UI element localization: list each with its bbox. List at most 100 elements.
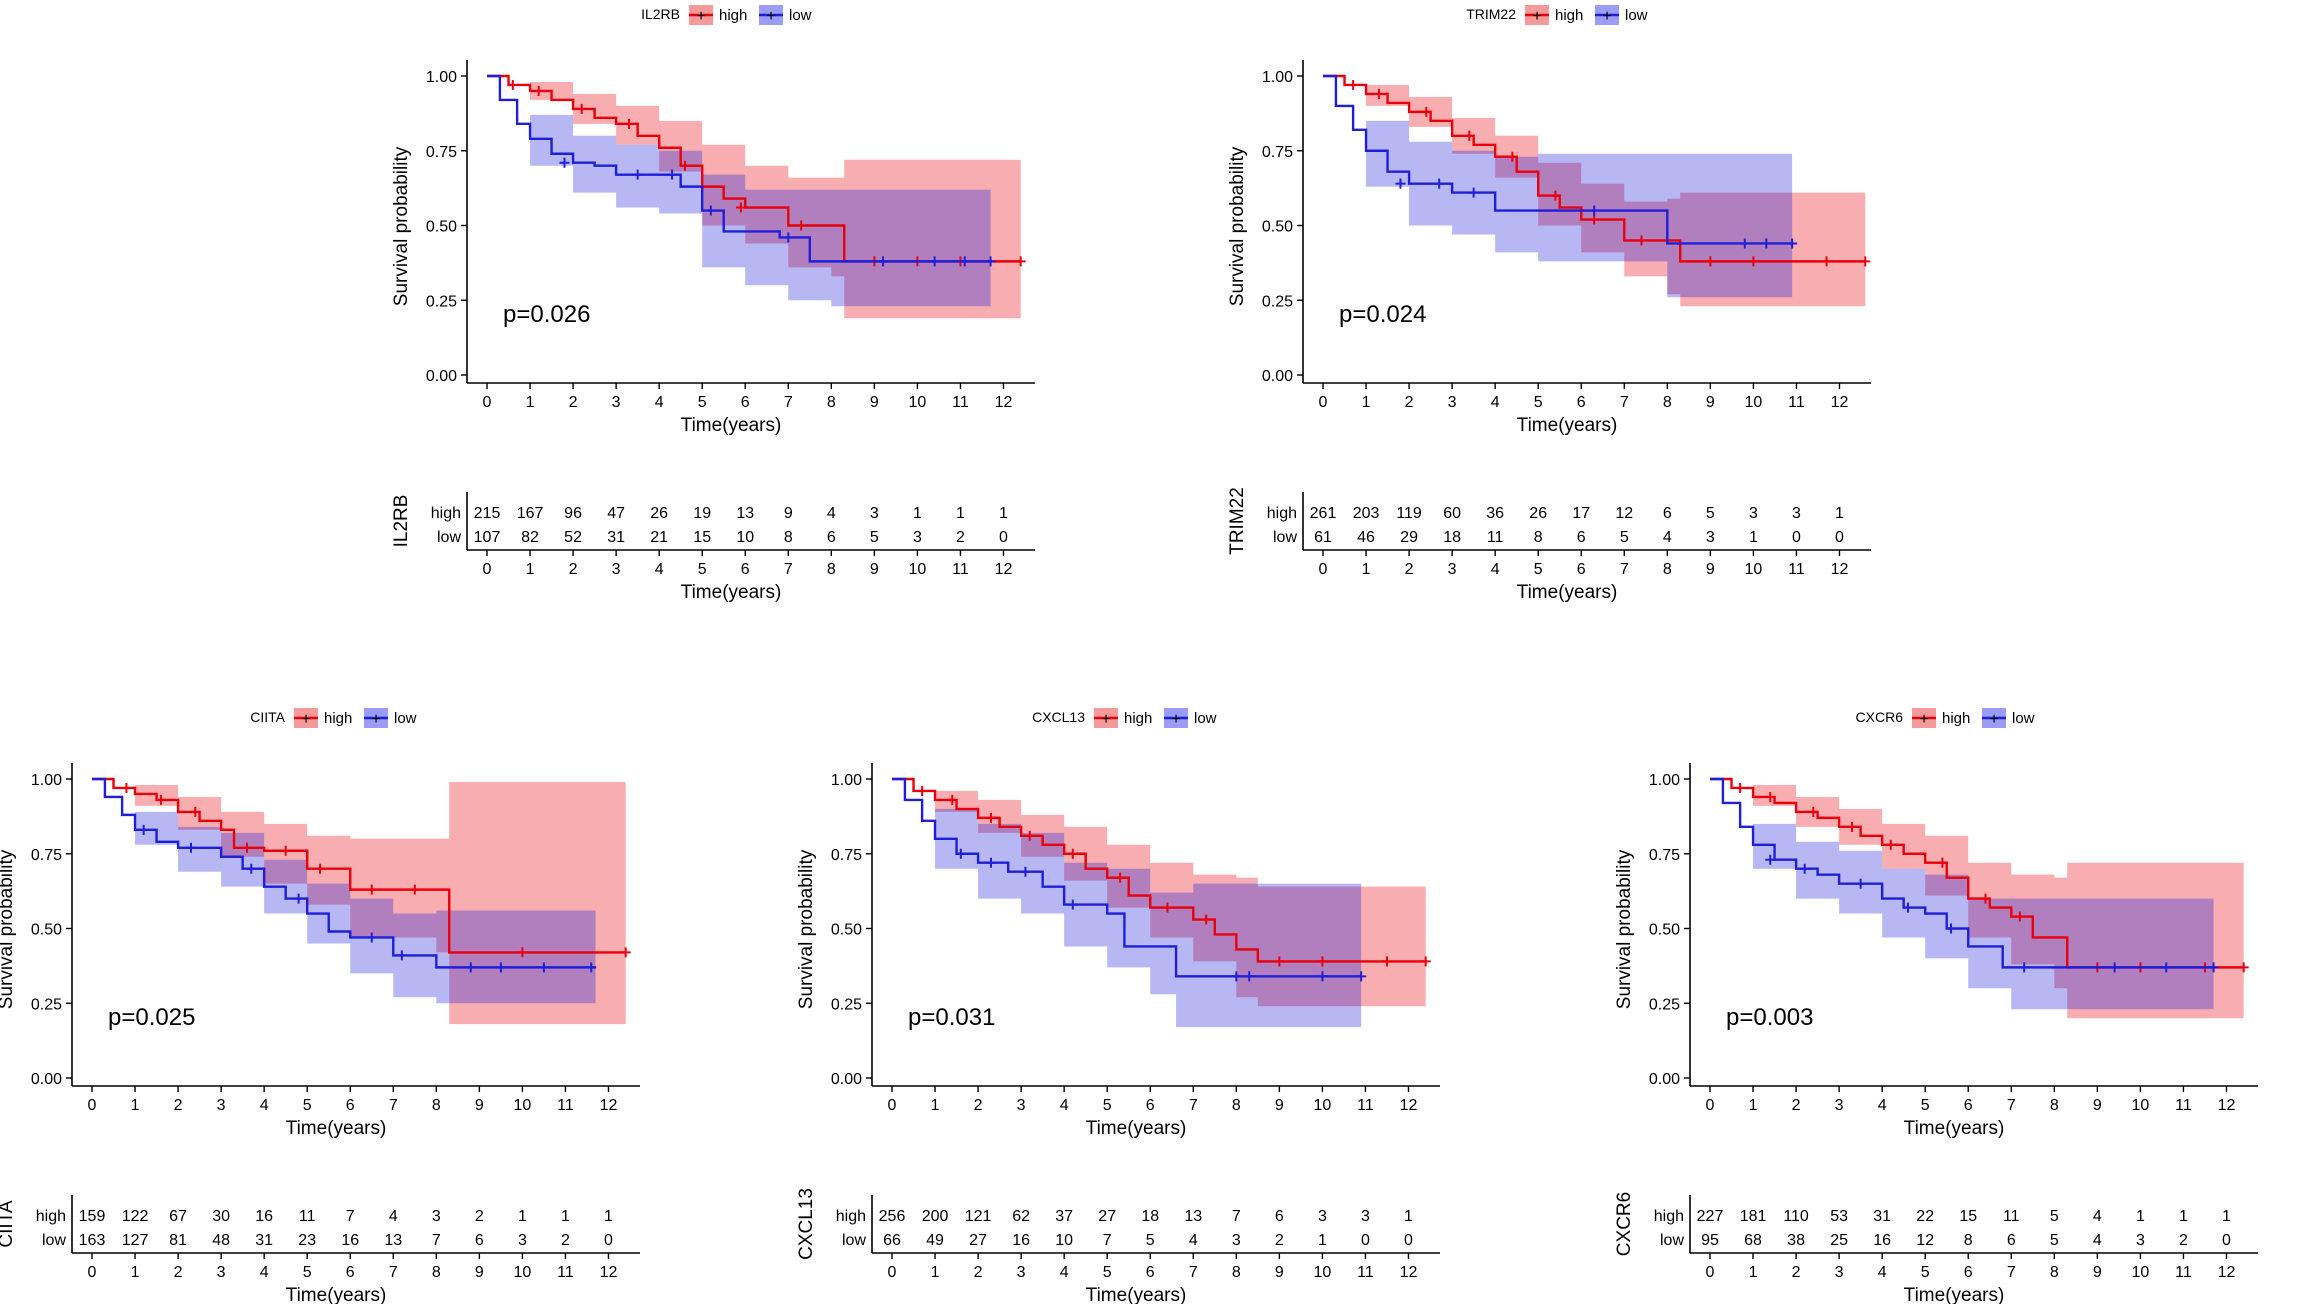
x-tick-label: 1 [526, 394, 535, 411]
censor-mark-low [1244, 971, 1255, 982]
censor-mark-low [1799, 863, 1810, 874]
risk-x-tick-label: 3 [217, 1264, 226, 1281]
risk-count-high: 11 [299, 1208, 316, 1225]
censor-mark-high [2014, 911, 2025, 922]
censor-mark-high [1507, 151, 1518, 162]
ci-band-low [1323, 76, 1793, 298]
risk-x-tick-label: 9 [2093, 1264, 2102, 1281]
x-tick-label: 8 [2050, 1097, 2059, 1114]
risk-count-high: 261 [1310, 505, 1337, 522]
x-tick-label: 11 [2175, 1097, 2192, 1114]
censor-mark-low [396, 950, 407, 961]
risk-count-high: 16 [255, 1208, 273, 1225]
p-value: p=0.024 [1339, 301, 1426, 328]
risk-x-tick-label: 3 [612, 561, 621, 578]
legend: IL2RB + high + low [641, 5, 812, 25]
km-curve-low [1710, 777, 2214, 969]
risk-count-low: 4 [1189, 1232, 1198, 1249]
risk-x-tick-label: 7 [2007, 1264, 2016, 1281]
censor-mark-high [1464, 130, 1475, 141]
censor-mark-low [1946, 923, 1957, 934]
risk-x-tick-label: 4 [1878, 1264, 1887, 1281]
ci-band-high [92, 779, 626, 1025]
censor-mark-low [538, 962, 549, 973]
x-tick-label: 4 [1060, 1097, 1069, 1114]
risk-table-gene-label: IL2RB [391, 495, 412, 548]
x-tick-label: 9 [870, 394, 879, 411]
censor-mark-high [1860, 256, 1871, 267]
risk-count-high: 1 [2179, 1208, 2188, 1225]
risk-x-tick-label: 1 [1749, 1264, 1758, 1281]
x-tick-label: 5 [303, 1097, 312, 1114]
x-tick-label: 6 [1577, 394, 1586, 411]
risk-count-low: 31 [607, 529, 625, 546]
x-tick-label: 4 [1878, 1097, 1887, 1114]
risk-count-high: 5 [1706, 505, 1715, 522]
x-tick-label: 6 [346, 1097, 355, 1114]
ci-band-high [1323, 76, 1866, 307]
risk-count-low: 27 [969, 1232, 987, 1249]
risk-x-tick-label: 2 [1792, 1264, 1801, 1281]
risk-count-low: 48 [212, 1232, 230, 1249]
risk-x-tick-label: 0 [1319, 561, 1328, 578]
risk-count-low: 5 [2050, 1232, 2059, 1249]
censor-mark-high [1274, 956, 1285, 967]
risk-count-low: 15 [693, 529, 711, 546]
x-tick-label: 9 [475, 1097, 484, 1114]
risk-count-high: 11 [2003, 1208, 2020, 1225]
risk-count-high: 47 [607, 505, 625, 522]
censor-mark-low [955, 848, 966, 859]
y-axis-title: Survival probability [0, 849, 17, 1009]
risk-x-tick-label: 5 [698, 561, 707, 578]
censor-mark-low [1067, 899, 1078, 910]
x-tick-label: 0 [88, 1097, 97, 1114]
risk-count-high: 215 [474, 505, 501, 522]
risk-x-tick-label: 4 [1491, 561, 1500, 578]
legend: CXCL13 + high + low [1032, 708, 1217, 728]
risk-x-tick-label: 2 [974, 1264, 983, 1281]
x-tick-label: 2 [974, 1097, 983, 1114]
risk-count-high: 121 [965, 1208, 992, 1225]
risk-count-low: 52 [564, 529, 582, 546]
legend-high-label: high [324, 710, 352, 727]
x-tick-label: 6 [1146, 1097, 1155, 1114]
risk-count-high: 119 [1396, 505, 1422, 522]
censor-mark-high [1381, 956, 1392, 967]
x-tick-label: 3 [217, 1097, 226, 1114]
risk-x-tick-label: 0 [888, 1264, 897, 1281]
censor-mark-high [1317, 956, 1328, 967]
risk-x-tick-label: 3 [1448, 561, 1457, 578]
km-curve-low [487, 74, 991, 263]
risk-count-low: 25 [1830, 1232, 1848, 1249]
legend-high-cross: + [696, 8, 705, 25]
y-tick-label: 0.00 [831, 1071, 862, 1088]
risk-count-low: 16 [1012, 1232, 1030, 1249]
y-tick-label: 0.75 [426, 144, 457, 161]
censor-mark-low [1434, 178, 1445, 189]
risk-x-tick-label: 6 [346, 1264, 355, 1281]
legend: CIITA + high + low [250, 708, 417, 728]
censor-mark-low [1231, 971, 1242, 982]
risk-count-high: 1 [1835, 505, 1844, 522]
risk-x-tick-label: 8 [432, 1264, 441, 1281]
p-value: p=0.025 [108, 1004, 195, 1031]
x-tick-label: 2 [174, 1097, 183, 1114]
risk-x-tick-label: 6 [1964, 1264, 1973, 1281]
censor-mark-high [1067, 848, 1078, 859]
censor-mark-low [495, 962, 506, 973]
censor-mark-high [1162, 902, 1173, 913]
x-tick-label: 1 [931, 1097, 940, 1114]
risk-row-high-label: high [836, 1208, 866, 1225]
legend-gene-label: TRIM22 [1466, 6, 1516, 22]
legend-high-label: high [1942, 710, 1970, 727]
y-tick-label: 0.00 [1649, 1071, 1680, 1088]
risk-count-high: 31 [1873, 1208, 1891, 1225]
risk-count-high: 96 [564, 505, 582, 522]
legend-low-cross: + [1171, 711, 1180, 728]
x-tick-label: 10 [1314, 1097, 1332, 1114]
risk-count-low: 6 [475, 1232, 484, 1249]
y-tick-label: 0.75 [31, 847, 62, 864]
x-tick-label: 2 [569, 394, 578, 411]
risk-x-tick-label: 6 [1577, 561, 1586, 578]
risk-x-tick-label: 11 [2175, 1264, 2192, 1281]
